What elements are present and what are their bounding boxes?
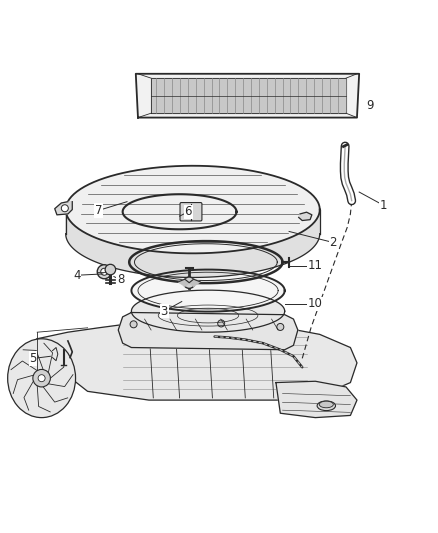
Polygon shape bbox=[131, 290, 285, 332]
Polygon shape bbox=[66, 166, 320, 253]
Polygon shape bbox=[66, 209, 320, 278]
Polygon shape bbox=[189, 279, 200, 286]
Text: 2: 2 bbox=[329, 236, 337, 249]
Polygon shape bbox=[151, 78, 346, 113]
Polygon shape bbox=[136, 74, 359, 118]
Text: 9: 9 bbox=[366, 99, 374, 112]
Circle shape bbox=[130, 321, 137, 328]
Text: 11: 11 bbox=[308, 259, 323, 272]
Polygon shape bbox=[37, 324, 357, 400]
Polygon shape bbox=[118, 312, 298, 350]
Circle shape bbox=[97, 265, 111, 279]
Ellipse shape bbox=[7, 339, 76, 418]
Circle shape bbox=[218, 320, 225, 327]
Text: 8: 8 bbox=[117, 273, 124, 286]
Circle shape bbox=[184, 277, 195, 288]
Polygon shape bbox=[131, 270, 285, 312]
Circle shape bbox=[33, 369, 50, 387]
Text: 10: 10 bbox=[308, 297, 323, 310]
Polygon shape bbox=[299, 212, 312, 221]
Circle shape bbox=[38, 375, 45, 382]
Text: 1: 1 bbox=[379, 199, 387, 212]
Polygon shape bbox=[55, 201, 72, 215]
Text: 5: 5 bbox=[29, 352, 36, 365]
Text: 4: 4 bbox=[73, 269, 81, 282]
Text: 7: 7 bbox=[95, 204, 102, 217]
Text: 3: 3 bbox=[161, 305, 168, 318]
Polygon shape bbox=[178, 279, 189, 286]
FancyBboxPatch shape bbox=[180, 203, 202, 221]
Circle shape bbox=[105, 264, 116, 275]
Text: 6: 6 bbox=[184, 205, 192, 218]
Ellipse shape bbox=[317, 401, 336, 410]
Polygon shape bbox=[276, 381, 357, 418]
Ellipse shape bbox=[319, 401, 333, 408]
Circle shape bbox=[277, 324, 284, 330]
Circle shape bbox=[61, 205, 68, 212]
Circle shape bbox=[101, 268, 108, 275]
